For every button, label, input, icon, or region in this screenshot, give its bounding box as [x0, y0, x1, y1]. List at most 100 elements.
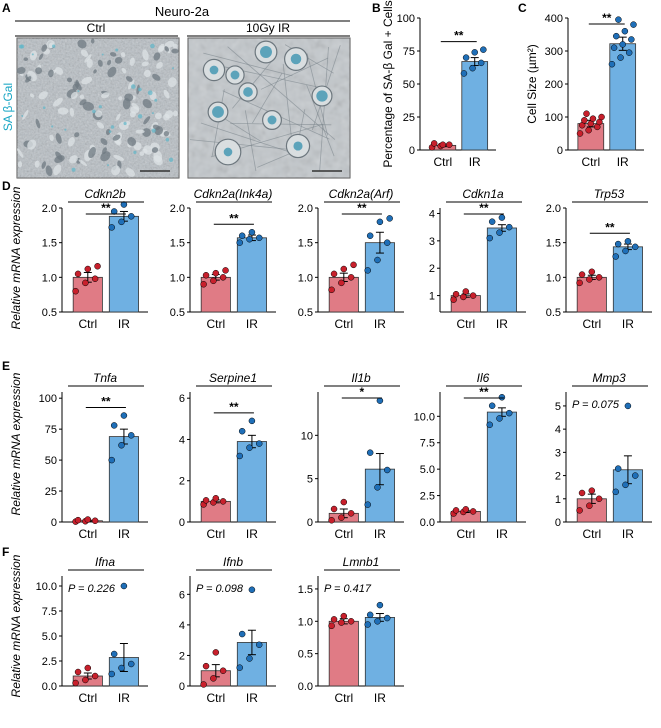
data-point	[330, 270, 338, 278]
chart-e1: 0 25 50 75 100 Ctrl IR Tnfa **	[39, 371, 148, 541]
data-point	[374, 618, 381, 625]
x-tick-label-ctrl: Ctrl	[206, 527, 225, 541]
y-tick-label: 0	[179, 517, 185, 529]
x-tick-label-ir: IR	[622, 527, 634, 541]
x-tick-label-ctrl: Ctrl	[334, 527, 353, 541]
data-point	[210, 675, 217, 682]
data-point	[108, 456, 115, 464]
data-point	[328, 517, 335, 524]
data-point	[219, 274, 227, 281]
data-point	[255, 440, 263, 447]
data-point	[72, 679, 79, 687]
data-point	[212, 649, 220, 656]
panel-label-f: F	[2, 545, 9, 559]
x-tick-label-ir: IR	[118, 317, 130, 331]
panel-a-condition-ir: 10Gy IR	[246, 21, 290, 35]
panel-a-condition-ctrl: Ctrl	[87, 21, 106, 35]
x-tick-label-ctrl: Ctrl	[433, 155, 452, 169]
x-tick-label-ir: IR	[246, 691, 258, 705]
row-d-ylabel: Relative mRNA expression	[9, 186, 23, 329]
y-tick-label: 1.0	[298, 616, 313, 628]
panel-label-c: C	[518, 1, 527, 15]
bar-ir	[461, 61, 489, 151]
y-tick-label: 6	[179, 589, 185, 601]
data-point	[614, 465, 622, 472]
data-point	[376, 218, 384, 226]
data-point	[446, 141, 453, 148]
data-point	[576, 130, 584, 137]
data-point	[255, 234, 263, 242]
y-tick-label: 2.0	[170, 203, 185, 215]
data-point	[74, 270, 82, 278]
data-point	[212, 495, 220, 502]
data-point	[238, 630, 246, 638]
y-axis-label: Cell Size (µm²)	[525, 44, 539, 124]
chart-title: Il6	[477, 371, 490, 385]
data-point	[74, 668, 82, 676]
x-tick-label-ctrl: Ctrl	[78, 527, 97, 541]
y-axis-label: Percentage of SA-β Gal + Cells	[381, 0, 395, 167]
data-point	[630, 21, 637, 28]
data-point	[127, 432, 135, 439]
x-tick-label-ctrl: Ctrl	[334, 317, 353, 331]
data-point	[617, 54, 624, 61]
y-tick-label: 1	[555, 494, 561, 506]
data-point	[439, 141, 447, 148]
x-tick-label-ir: IR	[374, 317, 386, 331]
data-point	[608, 60, 616, 68]
data-point	[576, 279, 583, 287]
data-point	[238, 427, 246, 435]
data-point	[383, 466, 391, 474]
y-tick-label: 2.0	[298, 203, 313, 215]
bar-ir	[236, 237, 267, 313]
data-point	[74, 516, 82, 524]
x-tick-label-ir: IR	[469, 155, 481, 169]
data-point	[248, 586, 256, 593]
significance-label: **	[229, 211, 239, 225]
x-tick-label-ir: IR	[374, 691, 386, 705]
data-point	[340, 612, 348, 620]
y-tick-label: 0.0	[420, 517, 435, 529]
data-point	[452, 290, 460, 298]
data-point	[588, 268, 596, 276]
data-point	[450, 296, 457, 303]
data-point	[469, 292, 477, 299]
y-tick-label: 0	[557, 145, 563, 157]
data-point	[498, 214, 506, 221]
y-tick-label: 2.0	[42, 203, 57, 215]
significance-label: **	[101, 395, 111, 409]
y-tick-label: 0.5	[546, 307, 561, 319]
data-point	[338, 279, 345, 287]
y-tick-label: 0.0	[298, 681, 313, 693]
data-point	[338, 514, 345, 521]
y-tick-label: 10	[301, 430, 313, 442]
y-tick-label: 1.0	[42, 272, 57, 284]
chart-d3: 0.5 1.0 1.5 2.0 Ctrl IR Cdkn2a(Arf)**	[298, 187, 404, 331]
chart-f1: 0.0 2.5 5.0 7.5 10.0 Ctrl IR Ifna P = 0.226	[36, 555, 148, 705]
significance-label: **	[602, 11, 612, 25]
significance-label: **	[479, 385, 489, 399]
chart-title: Serpine1	[209, 371, 257, 385]
chart-f3: 0.0 0.5 1.0 1.5 Ctrl IR Lmnb1 P = 0.417	[298, 555, 404, 705]
data-point	[505, 223, 513, 231]
data-point	[200, 281, 207, 288]
data-point	[619, 41, 626, 48]
data-point	[120, 582, 128, 590]
chart-title: Cdkn2a(Ink4a)	[194, 187, 273, 201]
data-point	[376, 601, 384, 609]
y-tick-label: 7.5	[420, 438, 435, 450]
y-tick-label: 1	[429, 291, 435, 303]
data-point	[91, 672, 99, 680]
y-tick-label: 5.0	[42, 631, 57, 643]
data-point	[200, 681, 207, 688]
x-tick-label-ir: IR	[496, 527, 508, 541]
significance-label: **	[454, 29, 464, 43]
chart-title: Cdkn1a	[462, 187, 504, 201]
chart-title: Ifnb	[223, 555, 243, 569]
x-tick-label-ctrl: Ctrl	[582, 527, 601, 541]
chart-d5: 0.5 1.0 1.5 2.0 Ctrl IR Trp53 **	[546, 187, 652, 331]
y-tick-label: 4	[179, 434, 185, 446]
p-value-label: P = 0.417	[324, 583, 372, 595]
x-tick-label-ctrl: Ctrl	[206, 317, 225, 331]
